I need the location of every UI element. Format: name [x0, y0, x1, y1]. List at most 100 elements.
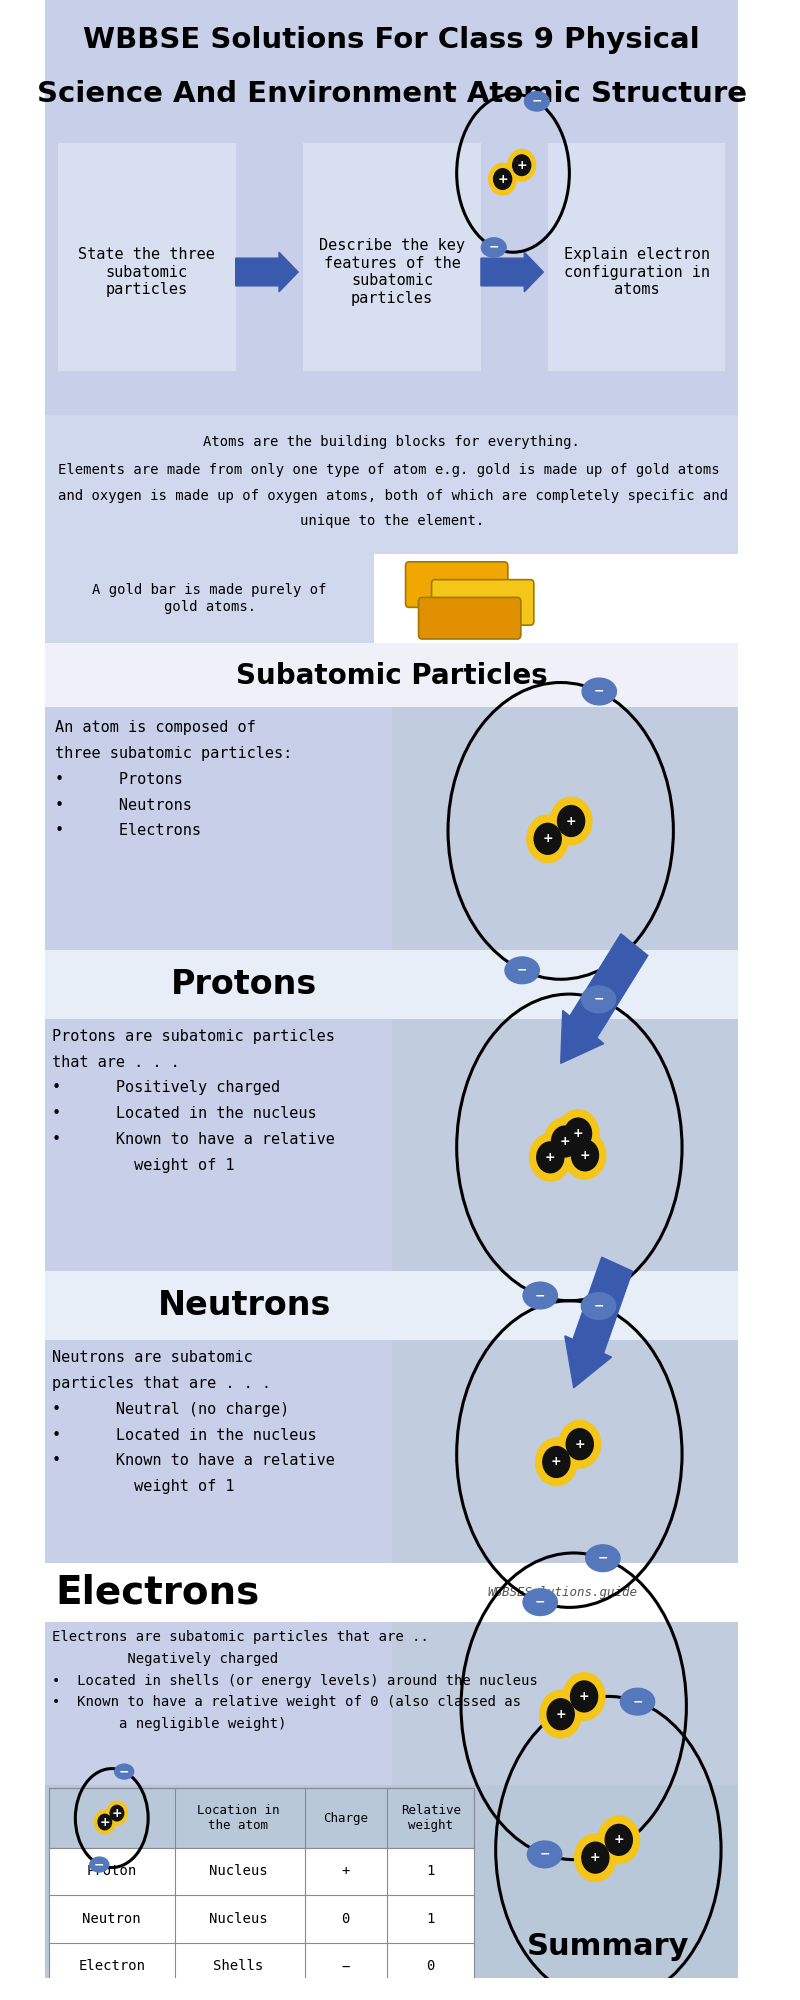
Text: Protons are subatomic particles
that are . . .
•      Positively charged
•      : Protons are subatomic particles that are…: [52, 1028, 335, 1172]
Text: State the three
subatomic
particles: State the three subatomic particles: [78, 248, 215, 296]
Text: Summary: Summary: [527, 1932, 690, 1962]
Text: Electron: Electron: [78, 1960, 146, 1974]
Bar: [45, 950, 738, 1018]
FancyBboxPatch shape: [431, 580, 534, 626]
Text: +: +: [574, 1438, 585, 1450]
Circle shape: [565, 1118, 591, 1150]
Ellipse shape: [505, 956, 539, 984]
Circle shape: [543, 1446, 570, 1478]
Ellipse shape: [523, 1588, 558, 1616]
Text: 0: 0: [342, 1912, 350, 1926]
Bar: [58, 144, 236, 370]
Circle shape: [513, 154, 530, 176]
Text: −: −: [594, 1300, 604, 1312]
Bar: [50, 1896, 474, 1942]
Circle shape: [544, 1118, 586, 1166]
Circle shape: [540, 1690, 582, 1738]
Bar: [50, 1788, 474, 1848]
Circle shape: [537, 1142, 564, 1172]
Ellipse shape: [620, 1688, 654, 1714]
Text: An atom is composed of
three subatomic particles:
•      Protons
•      Neutrons: An atom is composed of three subatomic p…: [55, 720, 293, 838]
Text: Explain electron
configuration in
atoms: Explain electron configuration in atoms: [563, 248, 710, 296]
Text: +: +: [566, 814, 577, 828]
Text: Atoms are the building blocks for everything.: Atoms are the building blocks for everyt…: [203, 436, 580, 450]
Text: Science And Environment Atomic Structure: Science And Environment Atomic Structure: [37, 80, 746, 108]
Bar: [50, 1848, 474, 1896]
Circle shape: [574, 1834, 616, 1882]
Circle shape: [558, 1110, 599, 1158]
Circle shape: [110, 1806, 124, 1820]
Text: Nucleus: Nucleus: [209, 1912, 267, 1926]
Circle shape: [571, 1140, 598, 1170]
Circle shape: [94, 1810, 115, 1834]
Bar: [45, 1018, 738, 1272]
Text: −: −: [531, 94, 542, 108]
Ellipse shape: [525, 92, 550, 112]
Text: Proton: Proton: [86, 1864, 137, 1878]
Text: Elements are made from only one type of atom e.g. gold is made up of gold atoms: Elements are made from only one type of …: [58, 462, 720, 476]
Ellipse shape: [582, 986, 616, 1012]
Ellipse shape: [582, 678, 616, 704]
Text: Protons: Protons: [171, 968, 318, 1000]
Circle shape: [106, 1802, 127, 1824]
Bar: [45, 128, 738, 416]
FancyBboxPatch shape: [406, 562, 508, 608]
Circle shape: [551, 1126, 578, 1156]
Circle shape: [530, 1134, 571, 1182]
Text: +: +: [112, 1806, 122, 1820]
Circle shape: [547, 1698, 574, 1730]
Bar: [548, 144, 726, 370]
Text: +: +: [578, 1690, 590, 1702]
Text: +: +: [573, 1128, 583, 1140]
Bar: [45, 416, 738, 554]
Text: +: +: [590, 1852, 601, 1864]
Text: Charge: Charge: [323, 1812, 368, 1824]
Bar: [45, 642, 738, 708]
Ellipse shape: [482, 238, 506, 258]
FancyArrow shape: [565, 1258, 632, 1388]
Text: Neutrons are subatomic
particles that are . . .
•      Neutral (no charge)
•    : Neutrons are subatomic particles that ar…: [52, 1350, 335, 1494]
Bar: [45, 1340, 738, 1562]
Text: and oxygen is made up of oxygen atoms, both of which are completely specific and: and oxygen is made up of oxygen atoms, b…: [58, 488, 728, 502]
Text: +: +: [614, 1834, 624, 1846]
Text: +: +: [560, 1134, 570, 1148]
Text: WBBSESolutions.guide: WBBSESolutions.guide: [487, 1586, 637, 1600]
Text: −: −: [119, 1766, 130, 1778]
Text: unique to the element.: unique to the element.: [299, 514, 484, 528]
Bar: [392, 708, 738, 950]
Text: −: −: [574, 1992, 585, 2000]
Ellipse shape: [562, 1984, 596, 2000]
Bar: [303, 144, 481, 370]
FancyArrow shape: [236, 252, 298, 292]
Bar: [45, 554, 738, 642]
Bar: [392, 1018, 738, 1272]
Bar: [45, 1562, 738, 1622]
Circle shape: [534, 824, 562, 854]
Text: +: +: [516, 158, 527, 172]
Text: Shells: Shells: [213, 1960, 263, 1974]
Bar: [45, 708, 738, 950]
Circle shape: [489, 164, 517, 194]
Text: +: +: [551, 1456, 562, 1468]
Circle shape: [494, 168, 512, 190]
Bar: [392, 1622, 738, 1786]
Text: Relative
weight: Relative weight: [401, 1804, 461, 1832]
Text: Nucleus: Nucleus: [209, 1864, 267, 1878]
Text: −: −: [598, 1552, 608, 1564]
Circle shape: [535, 1438, 577, 1486]
Text: Neutron: Neutron: [82, 1912, 141, 1926]
Circle shape: [570, 1680, 598, 1712]
Circle shape: [527, 816, 569, 862]
Text: +: +: [545, 1150, 556, 1164]
Bar: [45, 1272, 738, 1340]
Bar: [45, 1786, 738, 1978]
Circle shape: [566, 1428, 594, 1460]
Text: +: +: [498, 172, 508, 186]
Circle shape: [550, 798, 592, 844]
Text: −: −: [539, 1848, 550, 1860]
Text: −: −: [517, 964, 527, 976]
Text: Describe the key
features of the
subatomic
particles: Describe the key features of the subatom…: [319, 238, 465, 306]
Text: WBBSE Solutions For Class 9 Physical: WBBSE Solutions For Class 9 Physical: [83, 26, 700, 54]
Text: −: −: [632, 1696, 642, 1708]
Text: +: +: [542, 832, 553, 846]
